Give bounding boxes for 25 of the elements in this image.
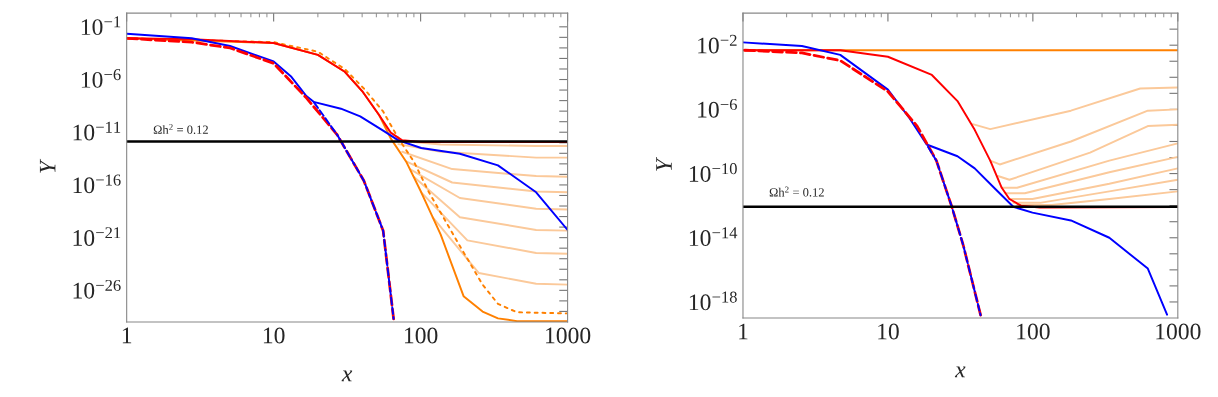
x-tick-label: 1000 [546,327,591,344]
y-tick-label: 10$^{−11}$ [73,121,121,141]
y-axis-title: Y [39,158,56,173]
y-tick-label: 10$^{−14}$ [689,227,738,247]
annotation: Ωh$^{2}$ = 0.12 [153,124,208,134]
x-axis-title: x [341,370,353,382]
x-tick-label: 1000 [1156,323,1201,340]
x-axis-title: x [954,366,966,378]
x-tick-label: 10 [878,323,899,340]
y-tick-label: 10$^{−21}$ [73,227,121,246]
x-tick-label: 1 [739,323,748,340]
y-tick-label: 10$^{−18}$ [689,291,737,311]
y-tick-label: 10$^{−6}$ [81,69,121,88]
y-tick-label: 10$^{−16}$ [73,174,121,194]
y-tick-label: 10$^{−2}$ [698,34,737,54]
x-tick-label: 10 [263,327,285,344]
y-tick-label: 10$^{−1}$ [81,16,121,36]
x-tick-label: 1 [122,327,132,344]
x-tick-label: 100 [404,327,438,344]
y-tick-label: 10$^{−26}$ [73,279,121,299]
y-axis-title: Y [656,156,672,171]
y-tick-label: 10$^{−10}$ [689,163,737,182]
x-tick-label: 100 [1017,323,1050,340]
annotation: Ωh$^{2}$ = 0.12 [769,186,824,197]
y-tick-label: 10$^{−6}$ [698,98,737,118]
